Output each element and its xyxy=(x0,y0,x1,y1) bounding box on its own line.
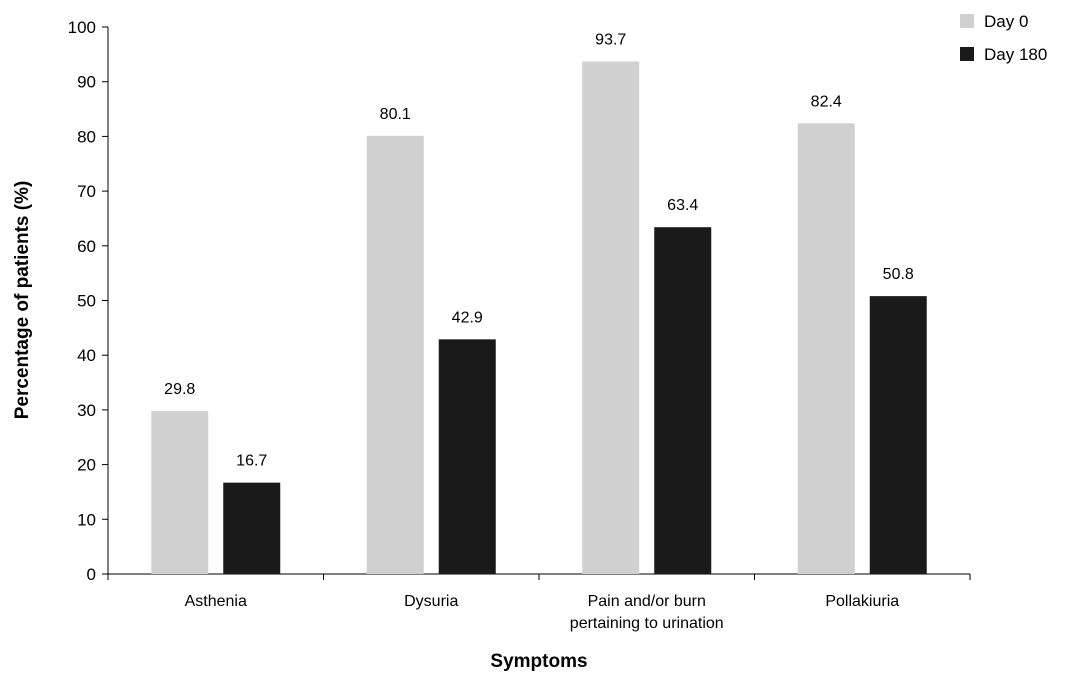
data-label: 16.7 xyxy=(236,453,267,470)
x-tick-label: Asthenia xyxy=(185,593,247,610)
y-axis: 0 10 20 30 40 50 60 70 80 90 100 xyxy=(68,18,109,584)
legend: Day 0 Day 180 xyxy=(960,12,1047,64)
bar-day-180 xyxy=(654,227,712,574)
bar-day-0 xyxy=(151,410,209,574)
data-label: 63.4 xyxy=(667,197,698,214)
legend-label: Day 180 xyxy=(984,45,1047,64)
bar-day-180 xyxy=(869,296,927,574)
data-label: 29.8 xyxy=(164,381,195,398)
x-tick-label: Pain and/or burn pertaining to urination xyxy=(570,593,724,632)
legend-label: Day 0 xyxy=(984,12,1028,31)
y-tick-label: 70 xyxy=(77,182,96,201)
y-tick-label: 90 xyxy=(77,73,96,92)
y-axis-title: Percentage of patients (%) xyxy=(12,181,33,420)
bar-day-0 xyxy=(797,123,855,574)
data-label: 80.1 xyxy=(380,106,411,123)
bars xyxy=(151,61,927,574)
bar-day-0 xyxy=(366,135,424,574)
y-tick-label: 80 xyxy=(77,127,96,146)
data-label: 93.7 xyxy=(595,31,626,48)
legend-swatch xyxy=(960,47,974,61)
x-axis: Asthenia Dysuria Pain and/or burn pertainin… xyxy=(107,573,971,632)
y-tick-label: 50 xyxy=(77,292,96,311)
x-axis-title: Symptoms xyxy=(490,651,587,672)
x-tick-label: Pollakiuria xyxy=(825,593,899,610)
y-tick-label: 30 xyxy=(77,401,96,420)
bar-day-180 xyxy=(223,482,281,574)
y-tick-label: 10 xyxy=(77,510,96,529)
data-label: 50.8 xyxy=(883,266,914,283)
data-label: 82.4 xyxy=(811,93,842,110)
y-tick-label: 20 xyxy=(77,456,96,475)
bar-day-180 xyxy=(438,339,496,574)
y-tick-label: 100 xyxy=(68,18,96,37)
y-tick-label: 40 xyxy=(77,346,96,365)
legend-swatch xyxy=(960,14,974,28)
bar-day-0 xyxy=(582,61,640,574)
y-tick-label: 60 xyxy=(77,237,96,256)
y-tick-label: 0 xyxy=(87,565,96,584)
data-labels: 29.8 16.7 80.1 42.9 93.7 63.4 82.4 50.8 xyxy=(164,31,914,469)
data-label: 42.9 xyxy=(452,309,483,326)
x-tick-label: Dysuria xyxy=(404,593,458,610)
